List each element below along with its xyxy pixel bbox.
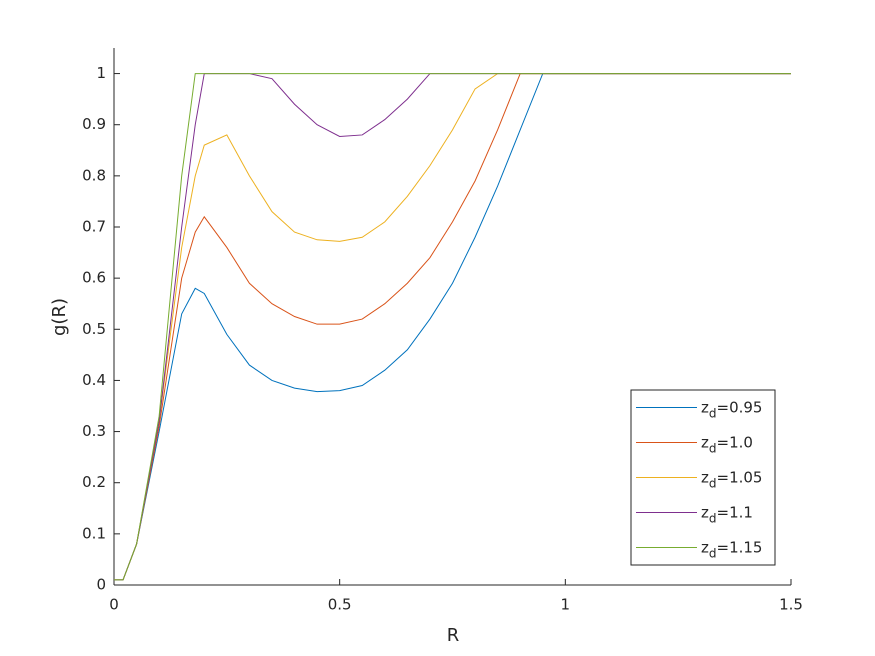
legend-label: zd=1.0 — [701, 433, 753, 455]
y-tick-label: 0.3 — [82, 422, 106, 440]
x-tick-label: 1.5 — [779, 596, 803, 614]
y-tick-label: 0.5 — [82, 320, 106, 338]
x-tick-label: 0 — [109, 596, 119, 614]
x-tick-label: 1 — [561, 596, 571, 614]
y-tick-label: 0 — [96, 576, 106, 594]
y-tick-label: 1 — [96, 64, 106, 82]
series-line — [114, 73, 791, 581]
legend-label: zd=1.05 — [701, 468, 762, 490]
y-tick-label: 0.9 — [82, 115, 106, 133]
y-axis-label: g(R) — [49, 298, 70, 336]
y-tick-label: 0.8 — [82, 166, 106, 184]
y-tick-label: 0.4 — [82, 371, 106, 389]
legend-label: zd=1.1 — [701, 503, 753, 525]
legend-label: zd=0.95 — [701, 398, 762, 420]
series-line — [114, 73, 791, 581]
y-tick-label: 0.7 — [82, 218, 106, 236]
y-tick-label: 0.6 — [82, 269, 106, 287]
y-tick-label: 0.1 — [82, 524, 106, 542]
x-tick-label: 0.5 — [328, 596, 352, 614]
series-line — [114, 73, 791, 581]
x-axis-label: R — [447, 625, 460, 646]
y-tick-label: 0.2 — [82, 473, 106, 491]
legend-label: zd=1.15 — [701, 538, 762, 560]
